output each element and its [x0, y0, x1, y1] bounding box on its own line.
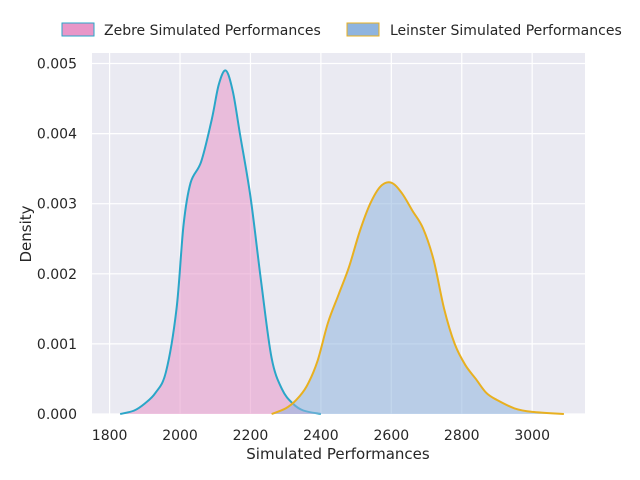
legend-label-zebre: Zebre Simulated Performances [104, 23, 321, 39]
x-tick-label: 2000 [162, 428, 198, 444]
y-tick-label: 0.004 [37, 127, 77, 143]
y-tick-label: 0.005 [37, 57, 77, 73]
x-tick-label: 3000 [514, 428, 550, 444]
density-area-zebre [120, 70, 321, 414]
legend: Zebre Simulated Performances Leinster Si… [61, 22, 622, 39]
x-axis-ticks: 1800 2000 2200 2400 2600 2800 3000 [92, 428, 550, 444]
legend-swatch-leinster [346, 22, 380, 37]
y-tick-label: 0.001 [37, 337, 77, 353]
y-axis-ticks: 0.000 0.001 0.002 0.003 0.004 0.005 [37, 57, 77, 423]
x-tick-label: 2600 [374, 428, 410, 444]
density-area-leinster [271, 182, 564, 414]
y-tick-label: 0.000 [37, 407, 77, 423]
y-tick-label: 0.003 [37, 197, 77, 213]
legend-swatch-zebre [61, 22, 95, 37]
y-tick-label: 0.002 [37, 267, 77, 283]
x-tick-label: 2200 [233, 428, 269, 444]
series-layer [119, 69, 564, 415]
x-axis-label: Simulated Performances [246, 445, 430, 463]
x-tick-label: 1800 [92, 428, 128, 444]
x-tick-label: 2800 [444, 428, 480, 444]
y-axis-label: Density [17, 205, 35, 262]
density-line-zebre [119, 69, 322, 415]
x-tick-label: 2400 [303, 428, 339, 444]
density-line-leinster [271, 181, 564, 415]
legend-label-leinster: Leinster Simulated Performances [390, 23, 622, 39]
